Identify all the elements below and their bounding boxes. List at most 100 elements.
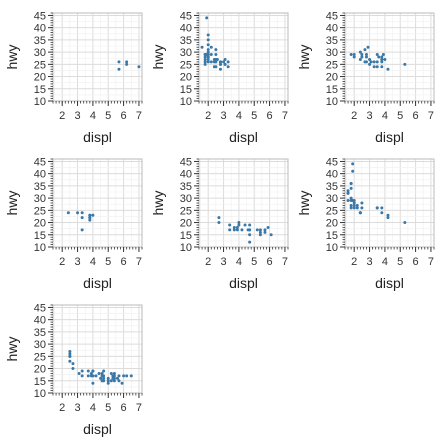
- data-point: [66, 211, 70, 215]
- y-tick-label: 45: [34, 302, 46, 314]
- data-point: [248, 228, 252, 232]
- data-point: [100, 379, 104, 383]
- data-point: [352, 55, 356, 59]
- y-tick-label: 45: [326, 10, 338, 22]
- data-point: [369, 60, 373, 64]
- x-tick-label: 3: [74, 402, 80, 414]
- data-point: [346, 199, 350, 203]
- data-point: [386, 216, 390, 220]
- x-axis-title: displ: [83, 129, 112, 145]
- data-point: [205, 53, 209, 57]
- data-point: [203, 62, 207, 66]
- x-tick-label: 5: [251, 110, 257, 122]
- data-point: [214, 60, 218, 64]
- data-point: [206, 50, 210, 54]
- x-tick-label: 7: [136, 402, 142, 414]
- data-point: [206, 38, 210, 42]
- data-point: [380, 65, 384, 69]
- y-tick-label: 40: [180, 169, 192, 181]
- x-tick-label: 7: [282, 110, 288, 122]
- data-point: [346, 191, 350, 195]
- y-tick-label: 35: [326, 181, 338, 193]
- x-tick-label: 2: [59, 256, 65, 268]
- y-tick-label: 20: [180, 72, 192, 84]
- x-tick-label: 4: [382, 110, 388, 122]
- x-tick-label: 3: [366, 256, 372, 268]
- data-point: [102, 374, 106, 378]
- y-tick-label: 25: [326, 205, 338, 217]
- x-tick-label: 5: [251, 256, 257, 268]
- data-point: [112, 371, 116, 375]
- y-tick-label: 30: [180, 47, 192, 59]
- data-point: [375, 60, 379, 64]
- data-point: [358, 57, 362, 61]
- x-tick-label: 6: [121, 256, 127, 268]
- data-point: [352, 201, 356, 205]
- data-point: [203, 55, 207, 59]
- data-point: [380, 57, 384, 61]
- y-tick-label: 20: [326, 72, 338, 84]
- y-tick-label: 10: [180, 242, 192, 254]
- y-tick-label: 45: [180, 10, 192, 22]
- panel-background: [53, 13, 142, 101]
- panel-background: [345, 159, 434, 247]
- data-point: [248, 223, 252, 227]
- y-tick-label: 35: [180, 35, 192, 47]
- y-tick-label: 10: [34, 242, 46, 254]
- y-axis-title: hwy: [150, 45, 166, 70]
- data-point: [206, 43, 210, 47]
- data-point: [380, 211, 384, 215]
- x-tick-label: 2: [59, 110, 65, 122]
- data-point: [117, 60, 121, 64]
- data-point: [120, 381, 124, 385]
- data-point: [352, 203, 356, 207]
- y-tick-label: 30: [326, 193, 338, 205]
- data-point: [217, 216, 221, 220]
- y-tick-label: 15: [34, 84, 46, 96]
- data-point: [248, 240, 252, 244]
- data-point: [206, 33, 210, 37]
- data-point: [209, 45, 213, 49]
- data-point: [352, 206, 356, 210]
- x-tick-label: 7: [428, 110, 434, 122]
- data-point: [122, 374, 126, 378]
- data-point: [209, 53, 213, 57]
- data-point: [88, 218, 92, 222]
- data-point: [222, 60, 226, 64]
- data-point: [68, 359, 72, 363]
- data-point: [91, 213, 95, 217]
- data-point: [232, 225, 236, 229]
- data-point: [112, 379, 116, 383]
- data-point: [349, 186, 353, 190]
- x-tick-label: 4: [236, 256, 242, 268]
- x-tick-label: 7: [136, 256, 142, 268]
- x-tick-label: 6: [267, 256, 273, 268]
- data-point: [258, 233, 262, 237]
- data-point: [258, 230, 262, 234]
- data-point: [368, 57, 372, 61]
- data-point: [206, 55, 210, 59]
- y-tick-label: 30: [180, 193, 192, 205]
- y-tick-label: 40: [326, 169, 338, 181]
- data-point: [214, 65, 218, 69]
- x-tick-label: 4: [90, 402, 96, 414]
- data-point: [380, 60, 384, 64]
- data-point: [235, 228, 239, 232]
- data-point: [366, 45, 370, 49]
- data-point: [363, 48, 367, 52]
- data-point: [237, 221, 241, 225]
- data-point: [214, 53, 218, 57]
- data-point: [355, 203, 359, 207]
- panel-background: [53, 159, 142, 247]
- data-point: [112, 376, 116, 380]
- data-point: [235, 225, 239, 229]
- data-point: [203, 57, 207, 61]
- x-axis-title: displ: [375, 129, 404, 145]
- y-tick-label: 20: [34, 364, 46, 376]
- data-point: [125, 374, 129, 378]
- y-tick-label: 45: [34, 156, 46, 168]
- data-point: [68, 354, 72, 358]
- data-point: [102, 376, 106, 380]
